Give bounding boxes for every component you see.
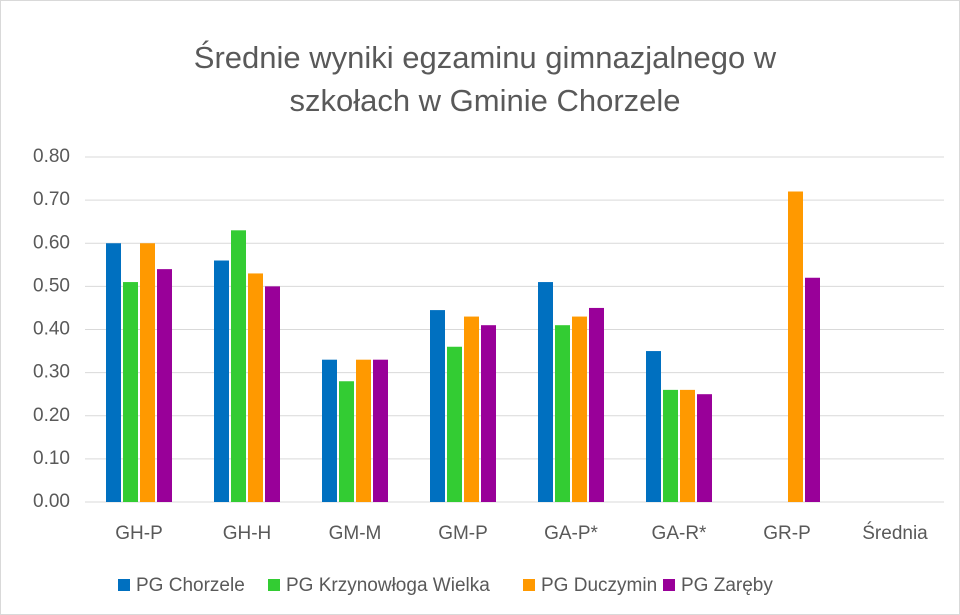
bar bbox=[589, 307, 604, 502]
bar bbox=[697, 394, 712, 502]
bar bbox=[214, 260, 229, 502]
bar bbox=[646, 351, 661, 502]
legend-label: PG Zaręby bbox=[681, 575, 773, 596]
y-tick-label: 0.10 bbox=[33, 448, 70, 469]
x-tick-label: GM-M bbox=[329, 523, 382, 544]
y-tick-label: 0.20 bbox=[33, 405, 70, 426]
y-tick-label: 0.80 bbox=[33, 146, 70, 167]
bar bbox=[157, 269, 172, 502]
x-tick-label: GH-H bbox=[223, 523, 272, 544]
legend-label: PG Krzynowłoga Wielka bbox=[286, 575, 490, 596]
y-tick-label: 0.00 bbox=[33, 491, 70, 512]
y-tick-label: 0.60 bbox=[33, 232, 70, 253]
x-tick-label: Średnia bbox=[862, 522, 928, 544]
bar bbox=[322, 359, 337, 502]
bar bbox=[572, 316, 587, 502]
legend-swatch bbox=[663, 579, 675, 591]
y-tick-label: 0.50 bbox=[33, 275, 70, 296]
bar bbox=[339, 381, 354, 502]
legend-label: PG Duczymin bbox=[541, 575, 657, 596]
y-tick-label: 0.30 bbox=[33, 362, 70, 383]
x-tick-label: GA-P* bbox=[544, 523, 598, 544]
bar bbox=[447, 346, 462, 502]
bar bbox=[140, 243, 155, 502]
bar bbox=[248, 273, 263, 502]
chart-title: Średnie wyniki egzaminu gimnazjalnego w bbox=[194, 39, 777, 75]
bar bbox=[373, 359, 388, 502]
legend-swatch bbox=[118, 579, 130, 591]
bar bbox=[430, 310, 445, 502]
x-tick-label: GR-P bbox=[763, 523, 811, 544]
bar bbox=[680, 389, 695, 502]
x-tick-label: GA-R* bbox=[652, 523, 708, 544]
x-tick-label: GM-P bbox=[438, 523, 488, 544]
y-tick-label: 0.40 bbox=[33, 319, 70, 340]
bar bbox=[481, 325, 496, 502]
legend-label: PG Chorzele bbox=[136, 575, 245, 596]
bar bbox=[356, 359, 371, 502]
bar bbox=[538, 282, 553, 502]
bar bbox=[106, 243, 121, 502]
bar bbox=[555, 325, 570, 502]
bar bbox=[788, 191, 803, 502]
bar bbox=[805, 277, 820, 502]
bar bbox=[663, 389, 678, 502]
bar bbox=[464, 316, 479, 502]
chart-title: szkołach w Gminie Chorzele bbox=[289, 83, 680, 118]
x-tick-label: GH-P bbox=[115, 523, 163, 544]
bar bbox=[123, 282, 138, 502]
y-tick-label: 0.70 bbox=[33, 189, 70, 210]
bar bbox=[265, 286, 280, 502]
legend-swatch bbox=[523, 579, 535, 591]
legend-swatch bbox=[268, 579, 280, 591]
bar bbox=[231, 230, 246, 502]
